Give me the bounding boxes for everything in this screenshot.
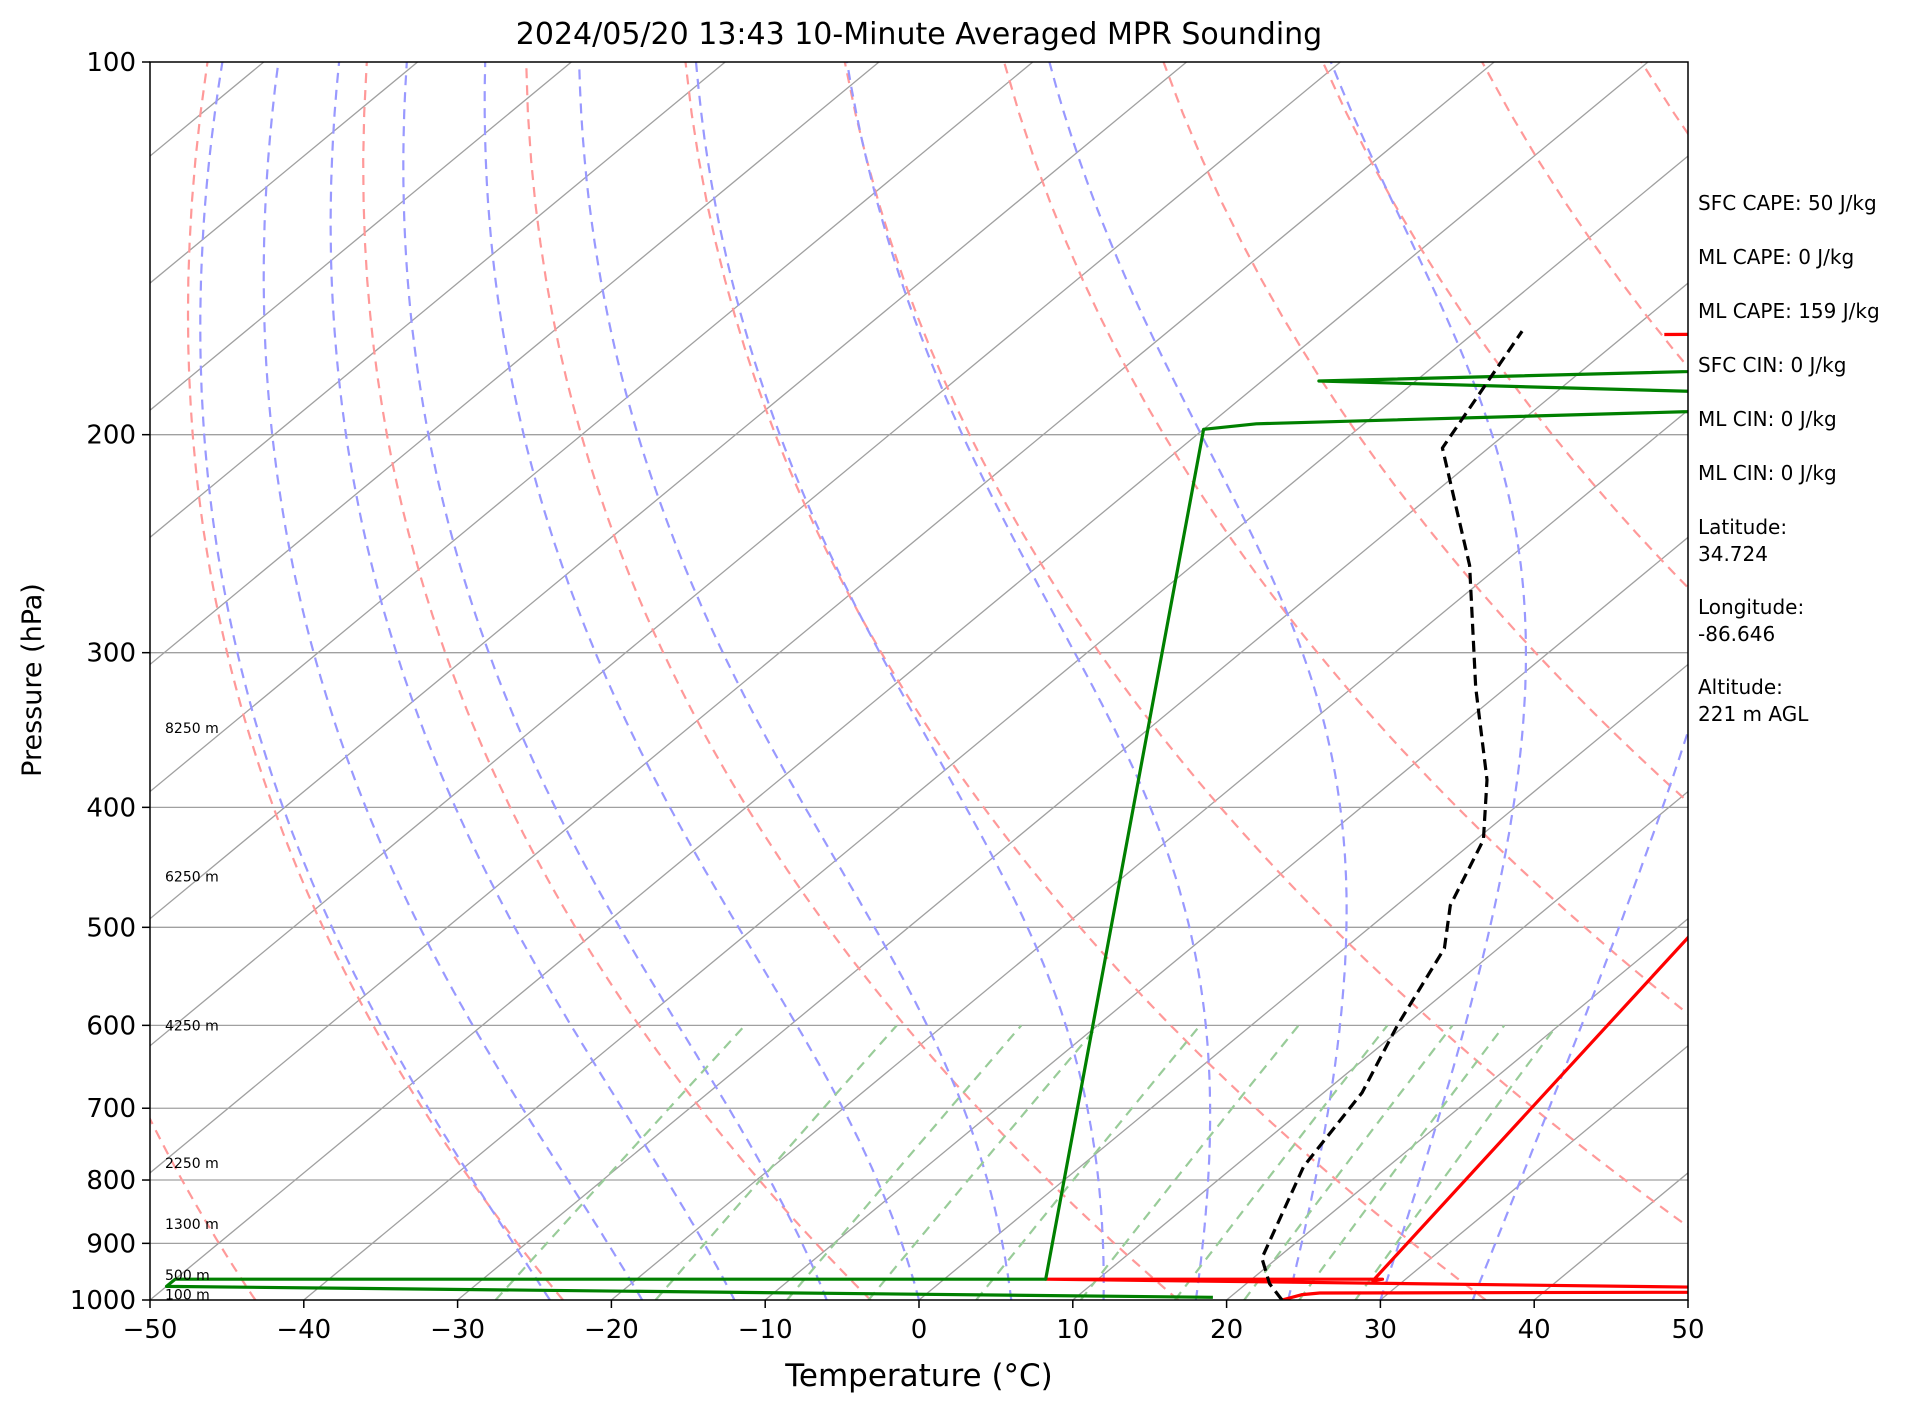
y-axis-label: Pressure (hPa) <box>17 583 48 777</box>
y-tick-label: 300 <box>86 639 136 669</box>
y-tick-label: 1000 <box>70 1286 136 1316</box>
height-label: 8250 m <box>165 721 219 737</box>
moist-adiabat <box>199 62 551 1300</box>
mixing-ratio-line <box>1298 1024 1506 1300</box>
y-tick-label: 800 <box>86 1166 136 1196</box>
moist-adiabat <box>1048 62 1348 1300</box>
mixing-ratio-line <box>654 1024 898 1300</box>
sounding-stats: SFC CAPE: 50 J/kg ML CAPE: 0 J/kg ML CAPE:… <box>1698 191 1880 726</box>
y-tick-label: 400 <box>86 793 136 823</box>
x-tick-label: 20 <box>1210 1315 1243 1345</box>
isotherm-line <box>150 62 1034 793</box>
stat-entry: Altitude: 221 m AGL <box>1698 675 1809 726</box>
mixing-ratio-line <box>867 1024 1100 1300</box>
y-tick-label: 100 <box>86 48 136 78</box>
moist-adiabat <box>262 62 644 1300</box>
x-tick-label: 0 <box>911 1315 928 1345</box>
isotherm-line <box>150 62 726 539</box>
dry-adiabat <box>362 62 872 1300</box>
stat-entry: ML CAPE: 0 J/kg <box>1698 245 1854 269</box>
moist-adiabat <box>483 62 921 1300</box>
height-label: 4250 m <box>165 1018 219 1034</box>
y-tick-label: 900 <box>86 1229 136 1259</box>
moist-adiabat <box>845 62 1212 1300</box>
mixing-ratio-line <box>1354 1024 1558 1300</box>
moist-adiabat <box>694 62 1105 1300</box>
isotherm-line <box>1379 1044 1688 1300</box>
x-tick-label: 10 <box>1056 1315 1089 1345</box>
x-axis-label: Temperature (°C) <box>784 1358 1053 1394</box>
stat-entry: ML CAPE: 159 J/kg <box>1698 299 1880 323</box>
stat-entry: Latitude: 34.724 <box>1698 515 1787 566</box>
moist-adiabat <box>402 62 828 1300</box>
mixing-ratio-line <box>494 1024 746 1300</box>
mixing-ratio-line <box>1079 1024 1300 1300</box>
stat-entry: ML CIN: 0 J/kg <box>1698 461 1837 485</box>
isotherm-line <box>610 409 1688 1300</box>
x-tick-label: −40 <box>276 1315 331 1345</box>
isotherm-line <box>150 62 880 666</box>
height-label: 100 m <box>165 1288 210 1304</box>
sounding-traces <box>164 330 1688 1300</box>
x-tick-label: 30 <box>1364 1315 1397 1345</box>
x-tick-label: −20 <box>584 1315 639 1345</box>
isotherm-line <box>457 282 1688 1300</box>
isotherm-line <box>150 62 1495 1174</box>
dry-adiabat <box>843 62 1688 1228</box>
x-tick-label: −10 <box>738 1315 793 1345</box>
isotherm-line <box>303 155 1688 1300</box>
y-tick-label: 600 <box>86 1011 136 1041</box>
isotherm-line <box>1072 790 1688 1300</box>
isotherm-line <box>150 62 572 412</box>
x-tick-label: −30 <box>430 1315 485 1345</box>
mixing-ratio-line <box>1174 1024 1389 1300</box>
isotherm-line <box>150 62 1341 1047</box>
height-labels: 100 m 500 m 1300 m 2250 m 4250 m 6250 m 8250 m <box>165 721 219 1304</box>
stat-entry: SFC CAPE: 50 J/kg <box>1698 191 1877 215</box>
stat-entry: ML CIN: 0 J/kg <box>1698 407 1837 431</box>
dry-adiabat <box>684 62 1487 1300</box>
y-tick-label: 200 <box>86 421 136 451</box>
sounding-trace-3 <box>1260 330 1524 1300</box>
plot-frame <box>149 61 1689 1301</box>
moist-adiabat <box>1471 727 1688 1300</box>
sounding-trace-1 <box>1044 332 1688 1300</box>
y-tick-label: 500 <box>86 913 136 943</box>
stat-entry: Longitude: -86.646 <box>1698 595 1804 646</box>
height-label: 1300 m <box>165 1217 219 1233</box>
mixing-ratio-line <box>786 1024 1023 1300</box>
x-tick-label: −50 <box>123 1315 178 1345</box>
x-tick-label: 40 <box>1518 1315 1551 1345</box>
chart-title: 2024/05/20 13:43 10-Minute Averaged MPR … <box>516 17 1322 52</box>
x-tick-label: 50 <box>1671 1315 1704 1345</box>
dry-adiabat <box>1003 62 1688 1016</box>
moist-adiabat <box>329 62 736 1300</box>
moist-adiabat <box>1329 62 1527 1300</box>
y-ticks: 1000 900 800 700 600 500 400 300 200 100 <box>70 48 150 1316</box>
isotherm-line <box>764 536 1688 1300</box>
isotherm-line <box>150 62 418 284</box>
y-tick-label: 700 <box>86 1094 136 1124</box>
isotherm-line <box>1226 917 1688 1300</box>
mixing-ratio-line <box>975 1024 1201 1300</box>
sounding-trace-2 <box>164 369 1688 1299</box>
background-lines <box>150 62 1688 1300</box>
height-label: 500 m <box>165 1268 210 1284</box>
mixing-ratio-line <box>1243 1024 1454 1300</box>
x-ticks: −50 −40 −30 −20 −10 0 10 20 30 40 50 <box>123 1300 1705 1345</box>
isotherm-line <box>150 62 1187 920</box>
height-label: 6250 m <box>165 870 219 886</box>
stat-entry: SFC CIN: 0 J/kg <box>1698 353 1846 377</box>
isotherm-line <box>918 663 1688 1300</box>
moist-adiabat <box>578 62 1013 1300</box>
dry-adiabat <box>525 62 1179 1300</box>
height-label: 2250 m <box>165 1156 219 1172</box>
dry-adiabat <box>150 1116 257 1300</box>
